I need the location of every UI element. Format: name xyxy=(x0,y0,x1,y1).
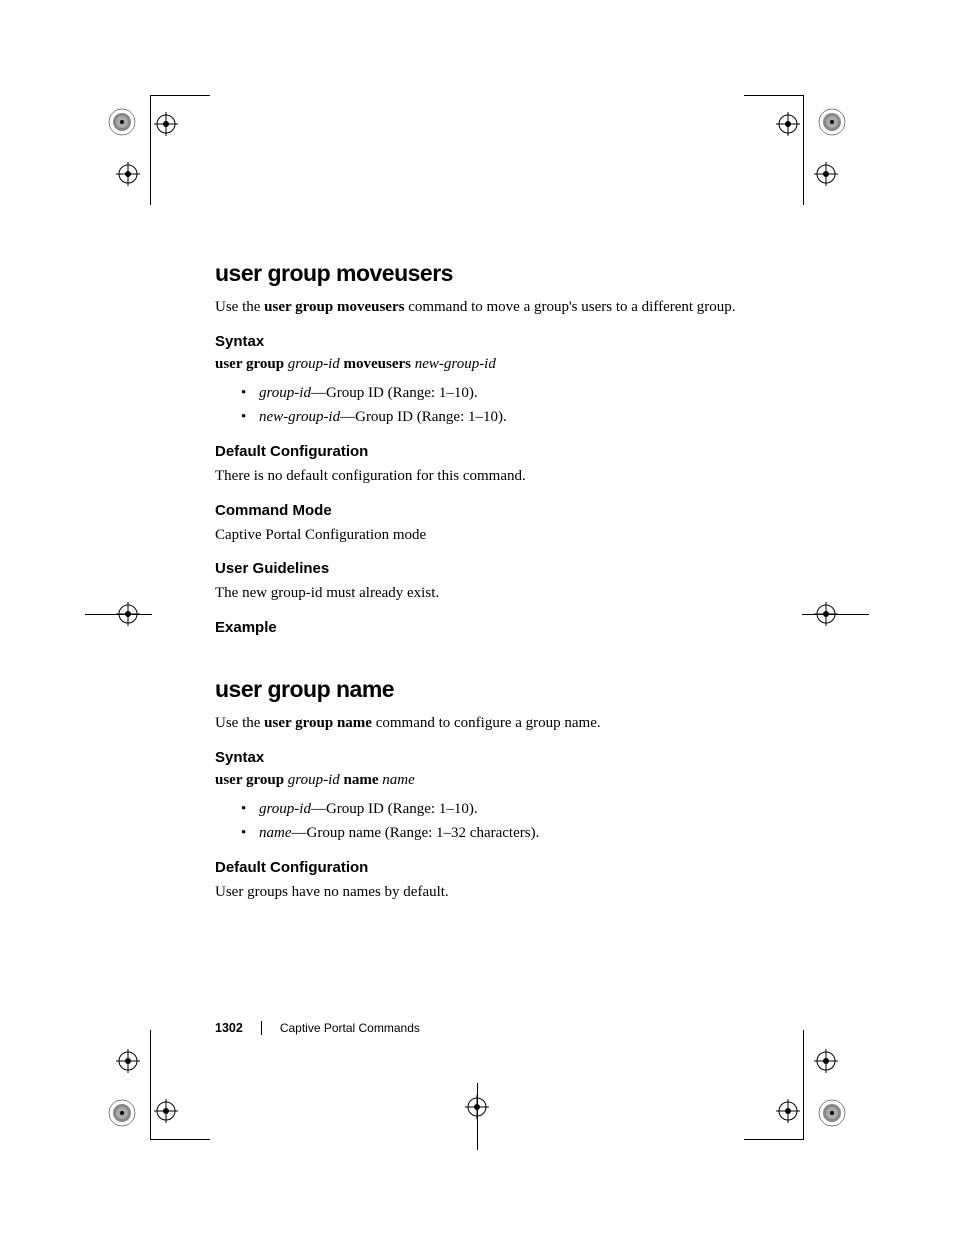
example-heading: Example xyxy=(215,619,745,636)
crosshair-icon xyxy=(814,1049,838,1073)
crosshair-icon xyxy=(116,1049,140,1073)
regmark-icon xyxy=(818,108,846,136)
crosshair-icon xyxy=(116,162,140,186)
syntax-line: user group group-id moveusers new-group-… xyxy=(215,356,745,373)
section1-title: user group moveusers xyxy=(215,260,745,287)
syntax-heading: Syntax xyxy=(215,333,745,350)
crosshair-icon xyxy=(776,1099,800,1123)
list-item: group-id—Group ID (Range: 1–10). xyxy=(245,381,745,405)
section2-title: user group name xyxy=(215,676,745,703)
crosshair-icon xyxy=(116,602,140,626)
section2-intro: Use the user group name command to confi… xyxy=(215,713,745,735)
mode-text: Captive Portal Configuration mode xyxy=(215,525,745,547)
crosshair-icon xyxy=(154,1099,178,1123)
crosshair-icon xyxy=(776,112,800,136)
regmark-icon xyxy=(108,108,136,136)
crosshair-icon xyxy=(814,162,838,186)
footer-divider xyxy=(261,1021,262,1035)
default-heading: Default Configuration xyxy=(215,443,745,460)
default-heading: Default Configuration xyxy=(215,859,745,876)
syntax-heading: Syntax xyxy=(215,749,745,766)
page-footer: 1302 Captive Portal Commands xyxy=(215,1021,420,1035)
list-item: new-group-id—Group ID (Range: 1–10). xyxy=(245,405,745,429)
list-item: name—Group name (Range: 1–32 characters)… xyxy=(245,821,745,845)
crosshair-icon xyxy=(814,602,838,626)
default-text: User groups have no names by default. xyxy=(215,882,745,904)
mode-heading: Command Mode xyxy=(215,502,745,519)
default-text: There is no default configuration for th… xyxy=(215,466,745,488)
param-list: group-id—Group ID (Range: 1–10). new-gro… xyxy=(245,381,745,429)
syntax-line: user group group-id name name xyxy=(215,772,745,789)
guidelines-heading: User Guidelines xyxy=(215,560,745,577)
page-content: user group moveusers Use the user group … xyxy=(215,260,745,918)
crosshair-icon xyxy=(154,112,178,136)
section1-intro: Use the user group moveusers command to … xyxy=(215,297,745,319)
param-list: group-id—Group ID (Range: 1–10). name—Gr… xyxy=(245,797,745,845)
regmark-icon xyxy=(818,1099,846,1127)
list-item: group-id—Group ID (Range: 1–10). xyxy=(245,797,745,821)
page-number: 1302 xyxy=(215,1021,243,1035)
footer-label: Captive Portal Commands xyxy=(280,1021,420,1035)
regmark-icon xyxy=(108,1099,136,1127)
crosshair-icon xyxy=(465,1095,489,1119)
guidelines-text: The new group-id must already exist. xyxy=(215,583,745,605)
